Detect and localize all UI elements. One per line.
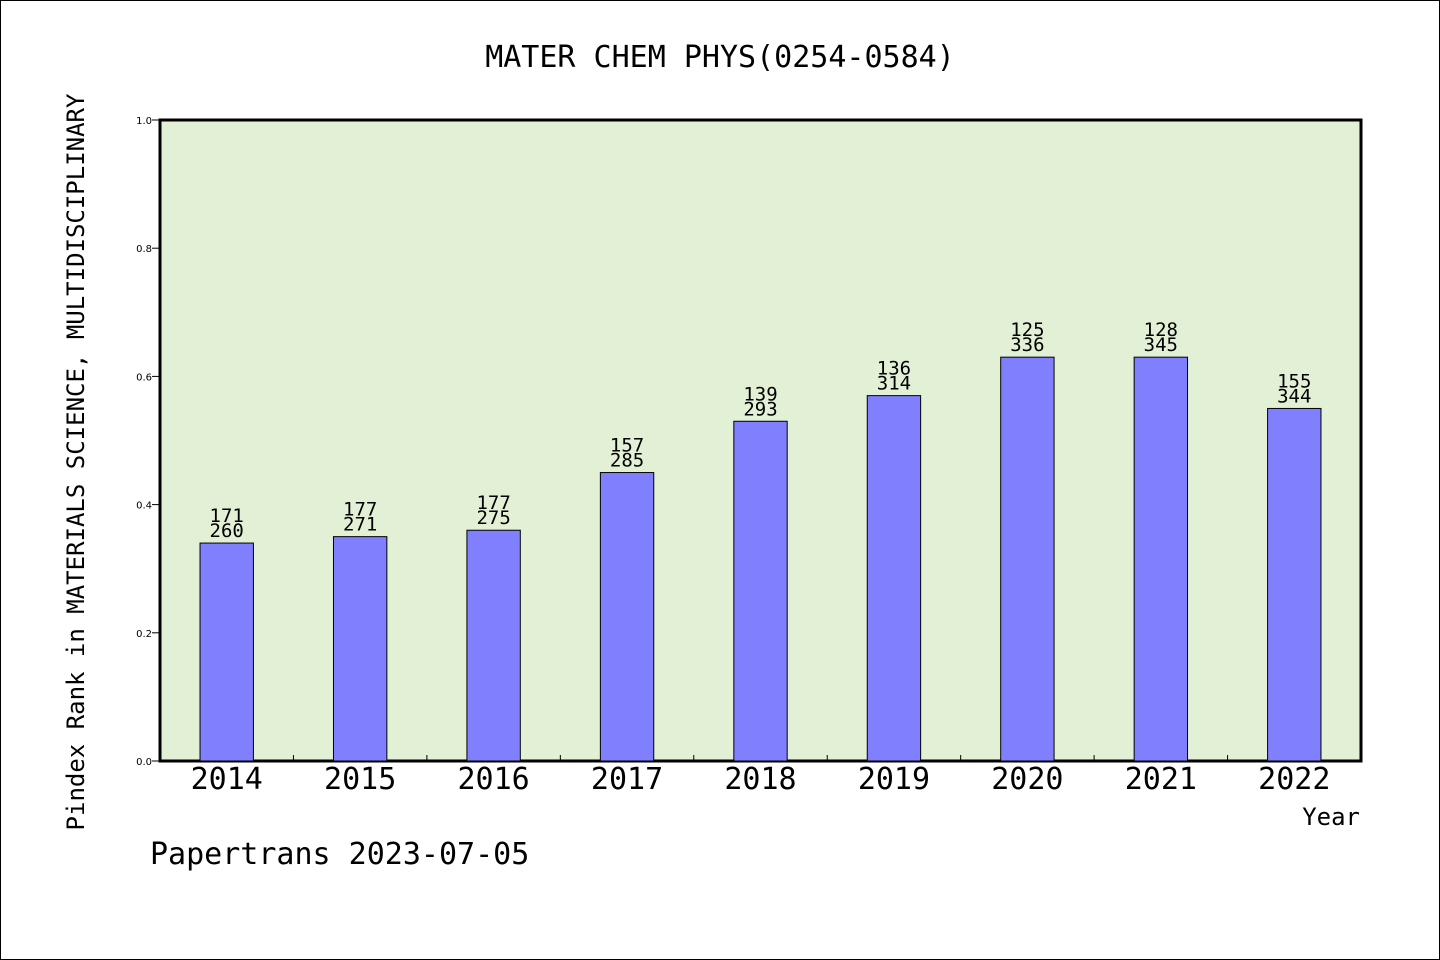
x-axis-label: Year [1302,803,1360,831]
total-label-2019: 314 [877,373,911,395]
x-tick-label-2019: 2019 [858,762,930,797]
y-axis-label: Pindex Rank in MATERIALS SCIENCE, MULTID… [62,93,90,830]
x-tick-label-2016: 2016 [457,762,529,797]
rank-label-2014: 171 [210,505,244,527]
x-tick-label-2018: 2018 [724,762,796,797]
y-tick-label: 0.4 [136,501,152,512]
footer-note: Papertrans 2023-07-05 [150,837,529,872]
y-tick-label: 0.0 [136,757,152,768]
bar-2019 [866,395,922,762]
bar-2021 [1133,356,1189,762]
bar-2022 [1267,407,1322,762]
rank-label-2015: 177 [343,499,377,521]
x-tick-label-2014: 2014 [191,762,263,797]
total-label-2015: 271 [343,514,377,536]
bars: 1712601772711772751572851392931363141253… [199,319,1322,762]
x-axis: 2014 2015 2016 2017 2018 2019 2020 2021 2022 [191,755,1330,797]
x-tick-label-2015: 2015 [324,762,396,797]
bar-2018 [733,420,788,762]
total-label-2016: 275 [476,507,510,529]
total-label-2022: 344 [1277,385,1311,407]
chart-title: MATER CHEM PHYS(0254-0584) [485,40,955,75]
rank-label-2018: 139 [743,383,777,405]
bar-2016 [466,529,521,762]
rank-label-2016: 177 [476,492,510,514]
y-tick-label: 0.2 [136,629,152,640]
bar-2015 [332,536,388,762]
total-label-2017: 285 [610,450,644,472]
y-tick-label: 1.0 [136,116,152,127]
rank-label-2020: 125 [1010,319,1044,341]
bar-2020 [1000,356,1055,762]
total-label-2018: 293 [743,398,777,420]
x-tick-label-2017: 2017 [591,762,663,797]
x-tick-label-2022: 2022 [1258,762,1330,797]
y-tick-label: 0.6 [136,372,152,383]
y-tick-label: 0.8 [136,244,152,255]
rank-label-2022: 155 [1277,370,1311,392]
rank-label-2017: 157 [610,435,644,457]
rank-label-2021: 128 [1144,319,1178,341]
total-label-2014: 260 [210,520,244,542]
x-tick-label-2020: 2020 [991,762,1063,797]
bar-2017 [599,472,655,762]
rank-label-2019: 136 [877,358,911,380]
y-axis: 0.0 0.2 0.4 0.6 0.8 1.0 [136,116,160,768]
x-tick-label-2021: 2021 [1125,762,1197,797]
total-label-2020: 336 [1010,334,1044,356]
bar-2014 [199,542,254,762]
total-label-2021: 345 [1144,334,1178,356]
